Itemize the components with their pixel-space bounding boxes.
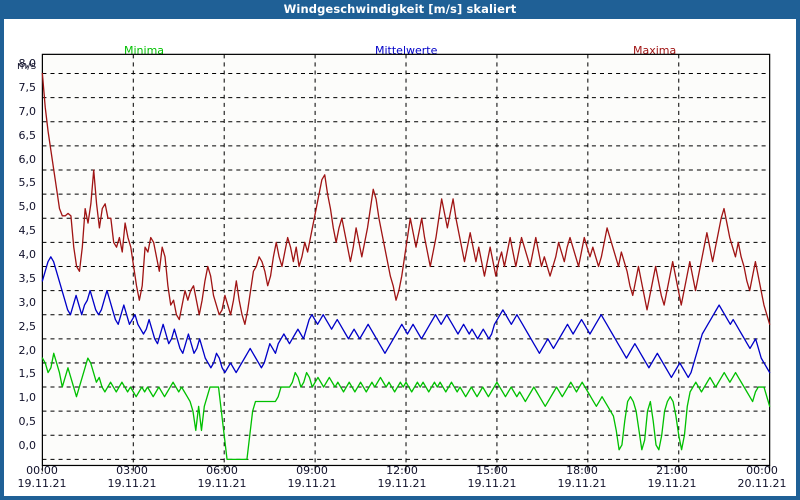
- y-tick-label: 7,5: [18, 80, 37, 94]
- x-tick-label: 03:00 19.11.21: [92, 464, 172, 490]
- x-tick-time: 03:00: [116, 464, 148, 477]
- x-tick-time: 06:00: [206, 464, 238, 477]
- y-tick-label: 3,5: [18, 271, 37, 285]
- chart-content-area: Minima Mittelwerte Maxima m/s 8,0 7,5 7,0 6…: [4, 19, 796, 496]
- y-tick-label: 6,0: [18, 152, 37, 166]
- y-tick-label: 4,5: [18, 224, 37, 238]
- x-tick-label: 12:00 19.11.21: [362, 464, 442, 490]
- x-tick-date: 19.11.21: [647, 477, 697, 490]
- data-series-group: [41, 72, 771, 461]
- y-tick-label: 1,0: [18, 391, 37, 405]
- y-tick-label: 5,0: [18, 200, 37, 214]
- axis-tick-marks: [41, 465, 771, 472]
- series-line-mittelwerte: [41, 256, 771, 379]
- series-line-maxima: [41, 72, 771, 326]
- x-tick-time: 21:00: [656, 464, 688, 477]
- x-tick-date: 19.11.21: [557, 477, 607, 490]
- window-title: Windgeschwindigkeit [m/s] skaliert: [0, 0, 800, 19]
- y-tick-label: 7,0: [18, 104, 37, 118]
- y-tick-label: 3,0: [18, 295, 37, 309]
- series-line-minima: [41, 352, 771, 461]
- x-tick-date: 19.11.21: [377, 477, 427, 490]
- x-tick-date: 20.11.21: [737, 477, 787, 490]
- x-tick-time: 18:00: [566, 464, 598, 477]
- x-tick-time: 09:00: [296, 464, 328, 477]
- legend-item-minima: Minima: [124, 44, 165, 57]
- x-tick-date: 19.11.21: [17, 477, 67, 490]
- x-tick-label: 18:00 19.11.21: [542, 464, 622, 490]
- y-tick-label: 2,5: [18, 319, 37, 333]
- y-tick-label: 8,0: [18, 57, 37, 70]
- x-tick-label: 21:00 19.11.21: [632, 464, 712, 490]
- legend-item-maxima: Maxima: [633, 44, 677, 57]
- x-tick-label: 09:00 19.11.21: [272, 464, 352, 490]
- x-tick-label: 06:00 19.11.21: [182, 464, 262, 490]
- y-tick-label: 0,0: [18, 439, 37, 452]
- x-tick-date: 19.11.21: [287, 477, 337, 490]
- y-tick-label: 0,5: [18, 415, 37, 429]
- x-tick-label: 15:00 19.11.21: [452, 464, 532, 490]
- y-tick-label: 1,5: [18, 367, 37, 381]
- y-tick-label: 2,0: [18, 343, 37, 357]
- x-tick-date: 19.11.21: [197, 477, 247, 490]
- x-tick-time: 15:00: [476, 464, 508, 477]
- gridlines: [42, 54, 770, 466]
- y-axis-unit-label: m/s: [17, 60, 37, 72]
- x-tick-time: 12:00: [386, 464, 418, 477]
- y-tick-label: 4,0: [18, 248, 37, 261]
- plot-area: [41, 53, 771, 472]
- x-tick-date: 19.11.21: [467, 477, 517, 490]
- y-tick-label: 5,5: [18, 176, 37, 190]
- x-tick-date: 19.11.21: [107, 477, 157, 490]
- y-tick-label: 6,5: [18, 128, 37, 142]
- legend-item-mittelwerte: Mittelwerte: [375, 44, 438, 57]
